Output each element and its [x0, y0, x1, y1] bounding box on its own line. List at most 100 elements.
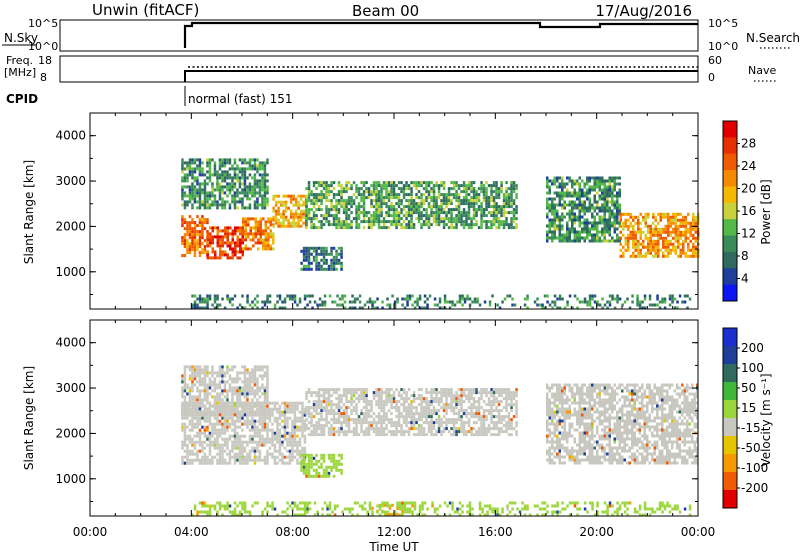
- power-colorbar: 4 8 12 16 20 24 28: [722, 120, 756, 302]
- power-axes: 1000 2000 3000 4000: [55, 113, 699, 309]
- nsearch-tick-bottom: 10^0: [708, 40, 738, 53]
- station-title: Unwin (fitACF): [92, 1, 199, 19]
- power-echo-region: [242, 217, 275, 251]
- power-echo-region: [181, 215, 209, 258]
- freq-tick-bottom: 8: [40, 71, 47, 84]
- velocity-colorbar-tick: 15: [741, 401, 756, 415]
- velocity-colorbar-segment: [723, 382, 737, 401]
- time-tick-label: 04:00: [174, 525, 209, 539]
- velocity-colorbar-segment: [723, 400, 737, 419]
- velocity-colorbar-segment: [723, 436, 737, 455]
- freq-label: Freq.: [6, 54, 33, 67]
- power-colorbar-label: Power [dB]: [759, 179, 773, 244]
- power-colorbar-tick: 20: [741, 182, 756, 196]
- velocity-colorbar-segment: [723, 418, 737, 437]
- nave-tick-bottom: 0: [708, 71, 715, 84]
- power-colorbar-segment: [723, 251, 737, 269]
- velocity-colorbar-tick: 100: [741, 361, 764, 375]
- power-colorbar-tick: 4: [741, 272, 749, 286]
- velocity-colorbar-segment: [723, 346, 737, 365]
- nsky-label: N.Sky: [4, 31, 38, 45]
- velocity-echoes: [181, 365, 699, 517]
- nave-label: Nave: [748, 64, 776, 77]
- power-colorbar-segment: [723, 268, 737, 286]
- velocity-colorbar: -200 -100 -50 -15 15 50 100 200: [722, 327, 768, 509]
- velocity-ytick-label: 3000: [55, 381, 86, 395]
- nsearch-tick-top: 10^5: [708, 17, 738, 30]
- power-colorbar-segment: [723, 186, 737, 204]
- power-ytick-label: 4000: [55, 129, 86, 143]
- cpid-row: CPID normal (fast) 151: [6, 86, 292, 106]
- nsky-panel: N.Sky 10^5 10^0 10^5 10^0 N.Search: [2, 17, 800, 53]
- power-echo-region: [619, 212, 700, 258]
- velocity-echo-region: [300, 453, 343, 478]
- time-tick-label: 12:00: [377, 525, 412, 539]
- velocity-colorbar-segment: [723, 472, 737, 491]
- velocity-echo-region: [191, 501, 692, 517]
- freq-panel: Freq. [MHz] 18 8 60 0 Nave: [4, 54, 776, 84]
- power-colorbar-segment: [723, 284, 737, 302]
- date-title: 17/Aug/2016: [595, 2, 692, 20]
- nsky-tick-top: 10^5: [28, 17, 58, 30]
- velocity-colorbar-segment: [723, 364, 737, 383]
- power-colorbar-segment: [723, 202, 737, 220]
- velocity-echo-region: [546, 383, 699, 465]
- velocity-ytick-label: 2000: [55, 426, 86, 440]
- nsky-tick-bottom: 10^0: [28, 40, 58, 53]
- velocity-colorbar-tick: 200: [741, 341, 764, 355]
- velocity-ytick-label: 4000: [55, 336, 86, 350]
- power-colorbar-segment: [723, 153, 737, 171]
- power-ylabel: Slant Range [km]: [22, 160, 36, 264]
- time-axis-label: Time UT: [368, 540, 419, 554]
- velocity-colorbar-tick: -200: [741, 481, 768, 495]
- power-colorbar-tick: 8: [741, 249, 749, 263]
- velocity-ylabel: Slant Range [km]: [22, 366, 36, 470]
- velocity-colorbar-label: Velocity [m s⁻¹]: [759, 373, 773, 466]
- power-colorbar-tick: 16: [741, 204, 756, 218]
- power-echo-region: [181, 158, 269, 210]
- power-colorbar-segment: [723, 235, 737, 253]
- power-colorbar-segment: [723, 137, 737, 155]
- freq-tick-top: 18: [38, 54, 52, 67]
- time-axis: 00:00 04:00 08:00 12:00 16:00 20:00 00:00: [73, 525, 716, 539]
- time-tick-label: 16:00: [478, 525, 513, 539]
- power-echo-region: [305, 181, 518, 230]
- velocity-colorbar-tick: -100: [741, 461, 768, 475]
- velocity-colorbar-tick: 50: [741, 381, 756, 395]
- power-echo-region: [206, 226, 244, 260]
- time-tick-label: 20:00: [579, 525, 614, 539]
- power-echo-region: [191, 294, 692, 310]
- power-echoes: [181, 158, 700, 310]
- velocity-panel: 1000 2000 3000 4000 Slant Range [km] -200 -1…: [22, 319, 773, 517]
- power-panel: 1000 2000 3000 4000 Slant Range [km] 4 8 12 16…: [22, 112, 773, 310]
- velocity-colorbar-tick: -50: [741, 441, 761, 455]
- nave-tick-top: 60: [708, 54, 722, 67]
- power-colorbar-tick: 12: [741, 227, 756, 241]
- time-tick-label: 08:00: [275, 525, 310, 539]
- cpid-value: normal (fast) 151: [188, 92, 292, 106]
- velocity-ytick-label: 1000: [55, 472, 86, 486]
- power-colorbar-tick: 24: [741, 159, 756, 173]
- time-tick-label: 00:00: [73, 525, 108, 539]
- power-ytick-label: 2000: [55, 219, 86, 233]
- power-echo-region: [272, 194, 308, 228]
- velocity-axes: 1000 2000 3000 4000: [55, 320, 699, 516]
- power-echo-region: [300, 246, 343, 271]
- velocity-colorbar-tick: -15: [741, 421, 761, 435]
- beam-title: Beam 00: [352, 2, 419, 20]
- power-ytick-label: 3000: [55, 174, 86, 188]
- power-colorbar-segment: [723, 219, 737, 237]
- cpid-label: CPID: [6, 92, 38, 106]
- velocity-colorbar-segment: [723, 454, 737, 473]
- power-colorbar-segment: [723, 170, 737, 187]
- power-colorbar-segment: [723, 121, 737, 138]
- nsearch-label: N.Search: [746, 31, 800, 45]
- velocity-echo-region: [305, 388, 518, 437]
- power-echo-region: [546, 176, 621, 243]
- time-tick-label: 00:00: [681, 525, 716, 539]
- power-ytick-label: 1000: [55, 265, 86, 279]
- power-colorbar-tick: 28: [741, 137, 756, 151]
- velocity-echo-region: [181, 365, 269, 417]
- velocity-colorbar-segment: [723, 328, 737, 347]
